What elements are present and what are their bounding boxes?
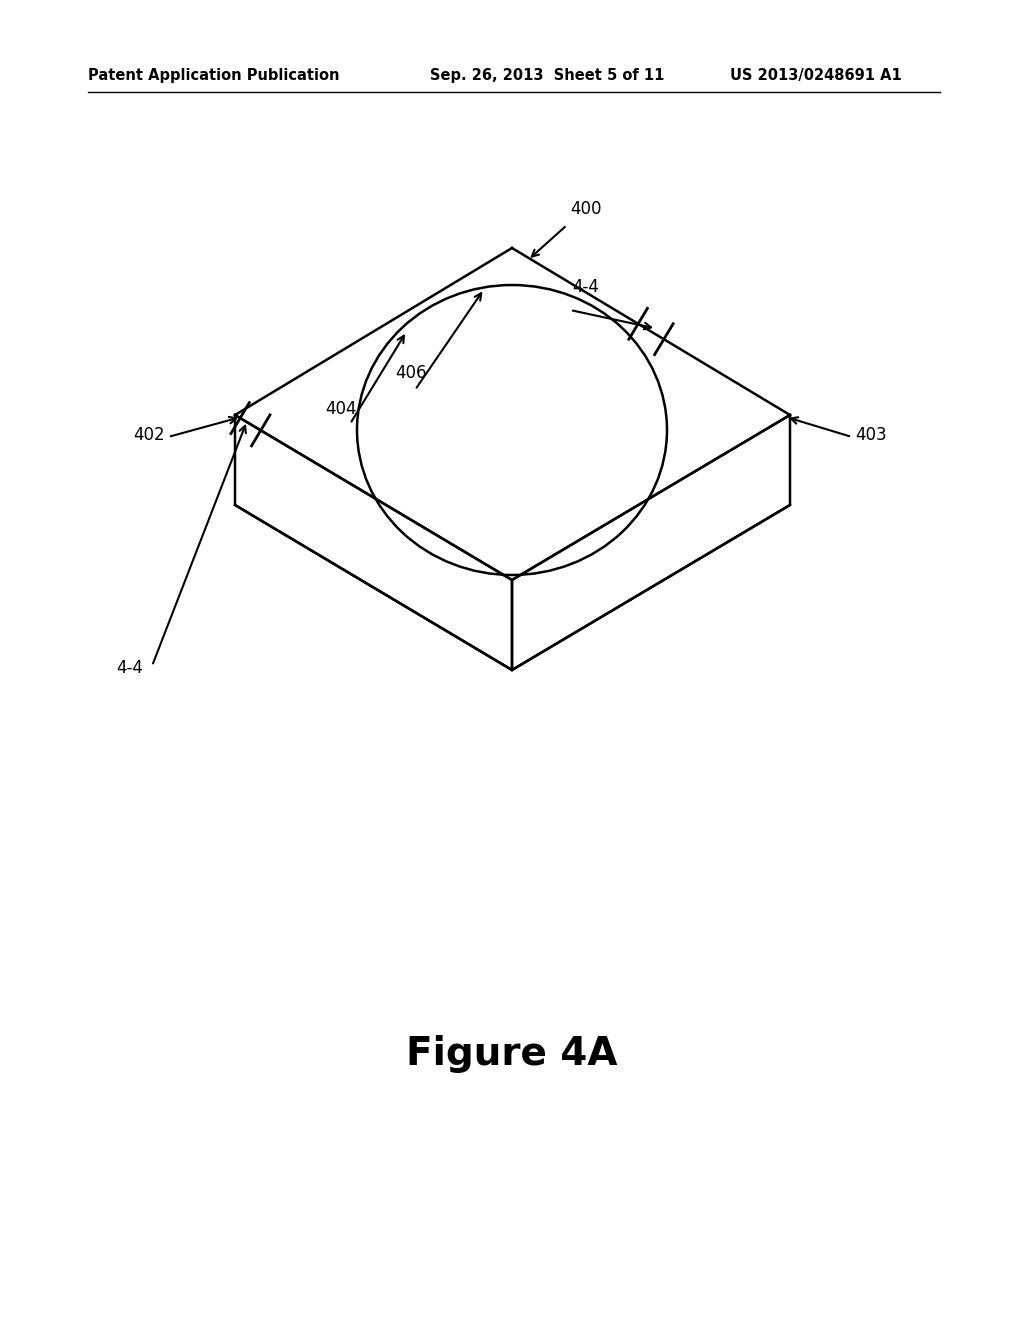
Text: Figure 4A: Figure 4A <box>407 1035 617 1073</box>
Text: Patent Application Publication: Patent Application Publication <box>88 69 340 83</box>
Text: US 2013/0248691 A1: US 2013/0248691 A1 <box>730 69 902 83</box>
Text: 400: 400 <box>570 201 601 218</box>
Text: 402: 402 <box>133 426 165 444</box>
Text: 406: 406 <box>395 364 427 381</box>
Text: 4-4: 4-4 <box>572 279 599 296</box>
Text: 4-4: 4-4 <box>116 659 143 677</box>
Text: Sep. 26, 2013  Sheet 5 of 11: Sep. 26, 2013 Sheet 5 of 11 <box>430 69 665 83</box>
Text: 403: 403 <box>855 426 887 444</box>
Text: 404: 404 <box>325 400 356 418</box>
